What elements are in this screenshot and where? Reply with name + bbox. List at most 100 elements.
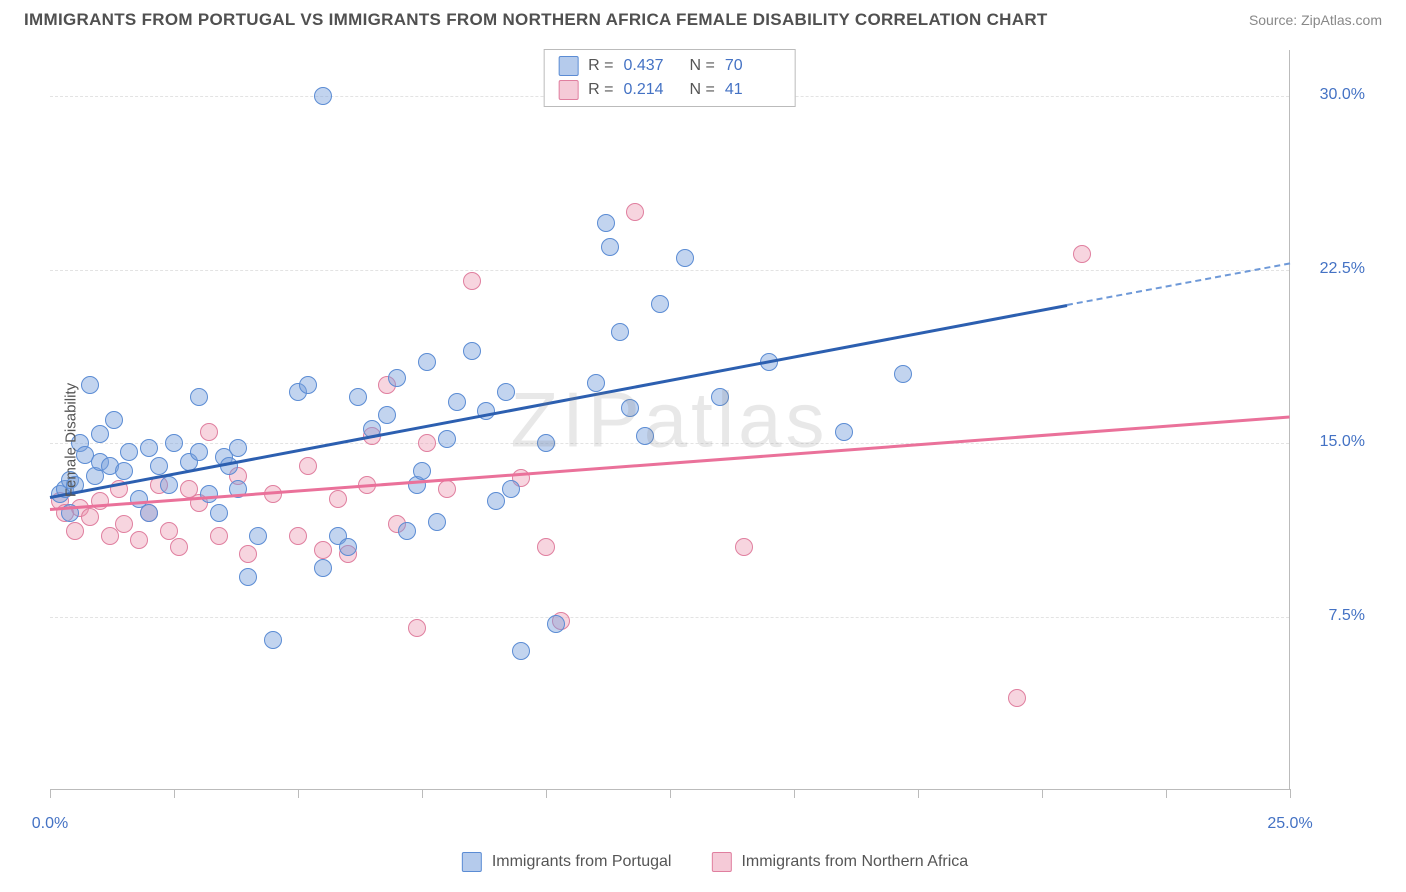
legend-label: Immigrants from Portugal	[492, 853, 672, 871]
scatter-point	[210, 527, 228, 545]
legend-swatch	[711, 852, 731, 872]
scatter-point	[160, 476, 178, 494]
legend-n-value: 41	[725, 81, 781, 99]
gridline	[50, 270, 1289, 271]
scatter-point	[299, 457, 317, 475]
scatter-point	[463, 342, 481, 360]
scatter-point	[239, 568, 257, 586]
legend-correlation: R =0.437N =70R =0.214N =41	[543, 49, 796, 107]
scatter-point	[651, 295, 669, 313]
scatter-point	[170, 538, 188, 556]
legend-r-value: 0.437	[624, 57, 680, 75]
scatter-point	[894, 365, 912, 383]
scatter-point	[512, 642, 530, 660]
scatter-point	[200, 423, 218, 441]
scatter-point	[130, 531, 148, 549]
x-tick	[1042, 789, 1043, 798]
scatter-point	[91, 425, 109, 443]
scatter-point	[190, 443, 208, 461]
scatter-point	[115, 515, 133, 533]
scatter-point	[835, 423, 853, 441]
scatter-point	[115, 462, 133, 480]
scatter-point	[418, 434, 436, 452]
legend-series: Immigrants from Portugal Immigrants from …	[462, 852, 968, 872]
legend-n-label: N =	[690, 57, 715, 75]
scatter-point	[497, 383, 515, 401]
x-tick-label: 0.0%	[32, 815, 68, 833]
scatter-point	[438, 430, 456, 448]
scatter-point	[418, 353, 436, 371]
y-axis-title: Female Disability	[63, 383, 80, 497]
scatter-point	[1008, 689, 1026, 707]
scatter-point	[735, 538, 753, 556]
watermark: ZIPatlas	[510, 374, 828, 465]
scatter-point	[190, 388, 208, 406]
scatter-point	[101, 527, 119, 545]
legend-r-value: 0.214	[624, 81, 680, 99]
scatter-point	[448, 393, 466, 411]
scatter-point	[299, 376, 317, 394]
legend-n-value: 70	[725, 57, 781, 75]
y-tick-label: 7.5%	[1295, 607, 1365, 625]
scatter-point	[388, 369, 406, 387]
scatter-point	[229, 439, 247, 457]
scatter-point	[587, 374, 605, 392]
scatter-point	[150, 457, 168, 475]
scatter-point	[636, 427, 654, 445]
legend-swatch	[558, 56, 578, 76]
x-tick	[298, 789, 299, 798]
legend-swatch	[462, 852, 482, 872]
scatter-point	[463, 272, 481, 290]
scatter-point	[408, 619, 426, 637]
x-tick	[918, 789, 919, 798]
legend-swatch	[558, 80, 578, 100]
x-tick	[1290, 789, 1291, 798]
scatter-point	[289, 527, 307, 545]
scatter-point	[626, 203, 644, 221]
scatter-point	[120, 443, 138, 461]
scatter-point	[1073, 245, 1091, 263]
y-tick-label: 15.0%	[1295, 433, 1365, 451]
scatter-point	[413, 462, 431, 480]
scatter-point	[339, 538, 357, 556]
scatter-point	[66, 522, 84, 540]
scatter-point	[81, 376, 99, 394]
scatter-point	[349, 388, 367, 406]
legend-row: R = 0.437 N = 70	[558, 54, 781, 78]
scatter-point	[140, 439, 158, 457]
x-tick	[546, 789, 547, 798]
page-title: IMMIGRANTS FROM PORTUGAL VS IMMIGRANTS F…	[24, 10, 1048, 30]
scatter-point	[249, 527, 267, 545]
scatter-point	[621, 399, 639, 417]
scatter-point	[601, 238, 619, 256]
legend-label: Immigrants from Northern Africa	[741, 853, 968, 871]
scatter-point	[611, 323, 629, 341]
gridline	[50, 617, 1289, 618]
scatter-point	[547, 615, 565, 633]
scatter-point	[140, 504, 158, 522]
x-tick	[422, 789, 423, 798]
scatter-point	[210, 504, 228, 522]
y-tick-label: 22.5%	[1295, 260, 1365, 278]
scatter-point	[428, 513, 446, 531]
scatter-point	[81, 508, 99, 526]
plot-area: ZIPatlas R =0.437N =70R =0.214N =41 7.5%…	[50, 50, 1290, 790]
x-tick	[50, 789, 51, 798]
legend-row: R =0.214N =41	[558, 78, 781, 102]
scatter-point	[314, 541, 332, 559]
scatter-point	[264, 631, 282, 649]
y-tick-label: 30.0%	[1295, 86, 1365, 104]
scatter-point	[165, 434, 183, 452]
scatter-point	[438, 480, 456, 498]
x-tick	[794, 789, 795, 798]
legend-r-label: R =	[588, 81, 613, 99]
source-label: Source: ZipAtlas.com	[1249, 12, 1382, 28]
legend-r-label: R =	[588, 57, 613, 75]
scatter-point	[537, 434, 555, 452]
legend-item: Immigrants from Portugal	[462, 852, 672, 872]
scatter-point	[398, 522, 416, 540]
scatter-point	[597, 214, 615, 232]
scatter-point	[329, 490, 347, 508]
scatter-point	[239, 545, 257, 563]
scatter-point	[502, 480, 520, 498]
